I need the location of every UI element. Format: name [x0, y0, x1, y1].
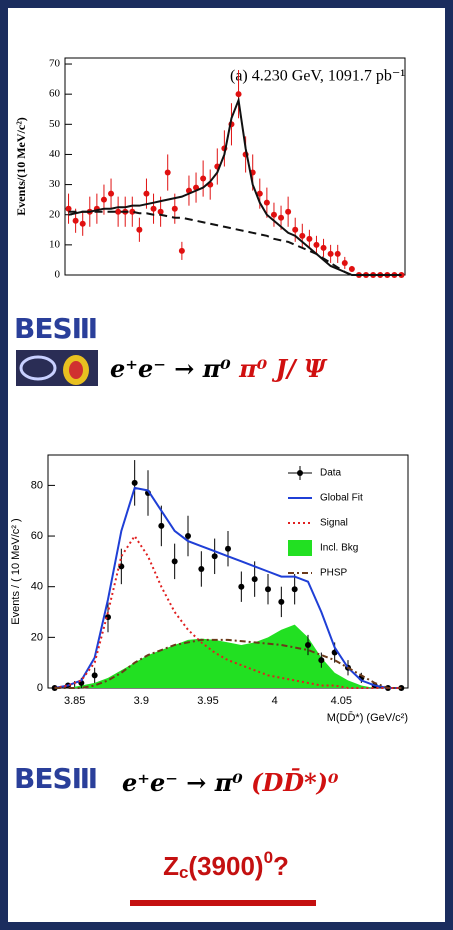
y-tick-label: 40	[31, 581, 43, 593]
data-point	[256, 190, 263, 197]
legend-label: Global Fit	[320, 493, 363, 504]
y-tick-label: 0	[55, 269, 61, 281]
y-tick-label: 50	[49, 118, 61, 130]
data-point	[251, 576, 258, 583]
y-tick-label: 60	[49, 88, 61, 100]
data-point	[235, 91, 242, 98]
data-point	[278, 214, 285, 221]
legend-symbol	[288, 540, 312, 556]
data-point	[178, 247, 185, 254]
data-point	[291, 586, 298, 593]
data-point	[348, 265, 355, 272]
annotation: (a) 4.230 GeV, 1091.7 pb⁻¹	[230, 68, 405, 85]
data-point	[334, 250, 341, 257]
data-point	[72, 217, 79, 224]
x-tick-label: 3.95	[197, 695, 218, 707]
legend-label: Incl. Bkg	[320, 543, 358, 554]
y-tick-label: 60	[31, 530, 43, 542]
chart: 0 20 40 60 80 3.85 3.9 3.95 4 4.05 Events / ( 10 M…	[10, 454, 409, 724]
data-point	[327, 250, 334, 257]
reaction: e⁺e⁻ → π⁰ (DD̄*)⁰	[122, 767, 339, 796]
data-point	[198, 565, 205, 572]
x-tick-label: 3.85	[64, 695, 85, 707]
data-point	[270, 211, 277, 218]
fit-line	[54, 638, 402, 689]
y-tick-label: 40	[49, 148, 61, 160]
suffix: ?	[273, 851, 289, 881]
data-point	[200, 175, 207, 182]
data-point	[157, 208, 164, 215]
data-point	[171, 205, 178, 212]
data-point	[143, 190, 150, 197]
data-point	[320, 244, 327, 251]
data-point	[115, 208, 122, 215]
y-tick-label: 30	[49, 178, 61, 190]
y-tick-label: 10	[49, 238, 61, 250]
y-axis-label: Events/(10 MeV/c²)	[14, 117, 28, 216]
data-point	[171, 558, 178, 565]
reaction: e⁺e⁻ → π⁰ π⁰ J/ Ψ	[110, 354, 328, 383]
data-point	[341, 259, 348, 266]
data-point	[318, 657, 325, 664]
data-point	[150, 205, 157, 212]
area	[54, 624, 402, 688]
legend-label: Signal	[320, 518, 348, 529]
data-point	[238, 583, 245, 590]
reaction-initial: e⁺e⁻ → π⁰	[122, 768, 243, 797]
panel	[8, 8, 445, 922]
x-tick-label: 4.05	[331, 695, 352, 707]
y-tick-label: 0	[37, 682, 43, 694]
data-point	[100, 196, 107, 203]
detector-icon	[16, 350, 98, 386]
fit-line	[68, 210, 402, 276]
legend-symbol	[297, 470, 303, 476]
data-point	[158, 522, 165, 529]
x-tick-label: 3.9	[134, 695, 149, 707]
reaction-initial: e⁺e⁻ → π⁰	[110, 354, 231, 383]
conclusion: Zc(3900)0?	[163, 848, 289, 882]
y-tick-label: 20	[31, 631, 43, 643]
data-point	[225, 545, 231, 552]
y-axis-label: Events / ( 10 MeV/c² )	[10, 518, 22, 624]
data-point	[313, 241, 320, 248]
data-point	[136, 226, 143, 233]
data-point	[278, 598, 285, 605]
subscript: c	[179, 863, 188, 882]
data-point	[108, 190, 115, 197]
fit-line	[54, 534, 402, 689]
chart: 0 10 20 30 40 50 60 70 Events/(10 MeV/c²) (a) 4.2…	[14, 57, 406, 281]
data-point	[299, 232, 306, 239]
data-point	[131, 479, 138, 486]
data-point	[292, 226, 299, 233]
plot-frame	[64, 57, 406, 276]
y-tick-label: 70	[49, 58, 61, 70]
data-point	[91, 672, 98, 679]
data-point	[65, 205, 72, 212]
data-point	[285, 208, 292, 215]
data-point	[265, 586, 271, 593]
logo: BESⅢ	[14, 762, 97, 795]
data-point	[306, 235, 313, 242]
logo: BESⅢ	[14, 312, 97, 345]
reaction-highlight: π⁰ J/ Ψ	[238, 354, 328, 383]
superscript: 0	[264, 848, 273, 867]
x-tick-label: 4	[272, 695, 278, 707]
reaction-highlight: (DD̄*)⁰	[251, 767, 339, 796]
symbol: Z	[163, 851, 179, 881]
data-point	[79, 220, 86, 227]
data-point	[129, 208, 136, 215]
legend-label: PHSP	[320, 568, 348, 579]
data-point	[164, 169, 171, 176]
x-axis-label: M(DD̄*) (GeV/c²)	[327, 711, 408, 724]
data-point	[185, 533, 191, 540]
y-tick-label: 80	[31, 479, 43, 491]
legend-label: Data	[320, 468, 342, 479]
data-point	[305, 641, 311, 648]
data-point	[263, 199, 270, 206]
y-tick-label: 20	[49, 208, 61, 220]
fit-line	[54, 486, 402, 689]
data-point	[211, 553, 218, 560]
mass: (3900)	[188, 851, 263, 881]
